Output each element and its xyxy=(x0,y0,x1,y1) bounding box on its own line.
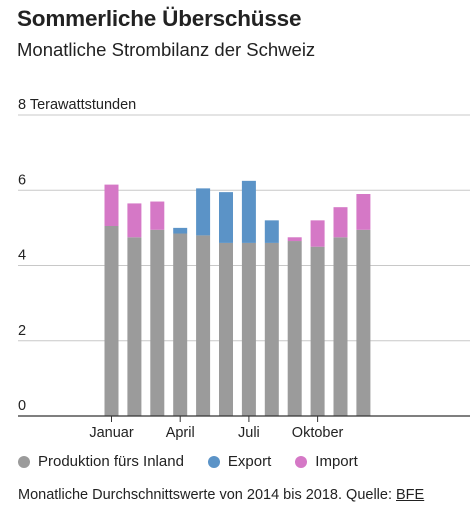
bar-10-import xyxy=(310,220,325,247)
legend-item-produktion: Produktion fürs Inland xyxy=(18,453,184,470)
bar-8-export xyxy=(264,220,279,243)
bar-5-export xyxy=(196,188,211,236)
legend-item-import: Import xyxy=(295,453,358,470)
y-tick-label-6: 6 xyxy=(18,172,26,188)
x-tick-label-oktober: Oktober xyxy=(292,425,344,441)
bar-2-import xyxy=(127,203,142,238)
bar-3-import xyxy=(150,201,165,230)
bar-chart: 0 2 4 6 8 Terawattstunden Januar April Juli Okto… xyxy=(18,97,470,441)
x-tick-label-juli: Juli xyxy=(238,425,260,441)
bar-12-produktion xyxy=(356,229,371,416)
legend-label-export: Export xyxy=(227,453,272,470)
bar-8-produktion xyxy=(264,242,279,416)
bar-9-produktion xyxy=(287,241,302,416)
bar-1-produktion xyxy=(104,225,119,416)
chart-title: Sommerliche Überschüsse xyxy=(17,6,302,31)
legend-swatch-produktion xyxy=(18,455,30,468)
bar-7-produktion xyxy=(241,242,256,416)
y-tick-label-8: 8 Terawattstunden xyxy=(18,97,136,113)
y-tick-label-2: 2 xyxy=(18,323,26,339)
bar-11-import xyxy=(333,207,348,238)
bar-2-produktion xyxy=(127,237,142,416)
y-tick-label-4: 4 xyxy=(18,248,26,264)
legend-item-export: Export xyxy=(207,453,272,470)
bar-9-import xyxy=(287,237,302,242)
bar-6-export xyxy=(219,192,233,243)
source-link[interactable]: BFE xyxy=(396,487,425,503)
bar-12-import xyxy=(356,194,371,230)
bar-1-import xyxy=(104,184,119,226)
source-note-text: Monatliche Durchschnittswerte von 2014 b… xyxy=(18,487,397,503)
source-note: Monatliche Durchschnittswerte von 2014 b… xyxy=(18,487,424,503)
legend-label-import: Import xyxy=(315,453,358,470)
x-tick-label-april: April xyxy=(166,425,195,441)
bar-5-produktion xyxy=(196,235,211,416)
legend-swatch-export xyxy=(207,455,220,468)
bar-10-produktion xyxy=(310,246,325,416)
bar-4-produktion xyxy=(173,233,188,416)
y-tick-label-0: 0 xyxy=(18,398,26,414)
chart-legend: Produktion fürs Inland Export Import xyxy=(18,453,382,470)
bar-6-produktion xyxy=(219,242,233,416)
legend-swatch-import xyxy=(295,455,308,468)
bar-4-export xyxy=(173,227,188,234)
bar-3-produktion xyxy=(150,229,165,416)
chart-subtitle: Monatliche Strombilanz der Schweiz xyxy=(17,39,316,60)
legend-label-produktion: Produktion fürs Inland xyxy=(38,453,184,470)
bar-7-export xyxy=(241,180,256,243)
x-tick-label-januar: Januar xyxy=(89,425,134,441)
bar-11-produktion xyxy=(333,237,348,416)
